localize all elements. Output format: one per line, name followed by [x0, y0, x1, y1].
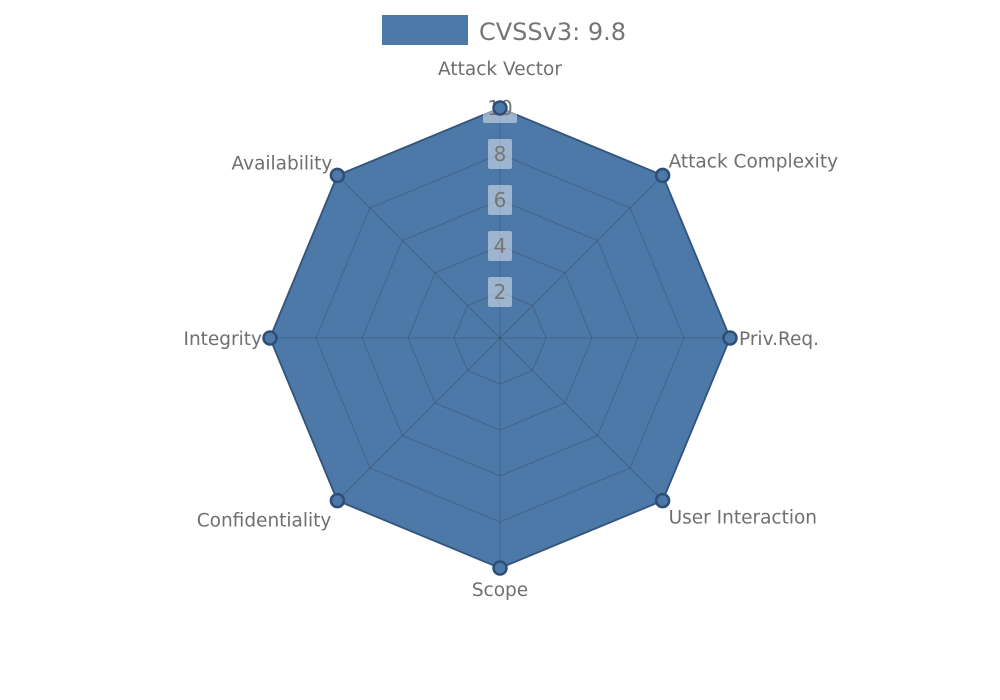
axis-label-integrity: Integrity: [183, 329, 262, 350]
axis-label-confidentiality: Confidentiality: [197, 511, 332, 532]
axis-label-attack-vector: Attack Vector: [438, 59, 562, 80]
tick-label: 2: [494, 280, 507, 304]
radar-grid-ring: [453, 291, 547, 385]
tick-label-box: [488, 185, 512, 215]
tick-label-box: [488, 277, 512, 307]
radar-grid-ring: [407, 245, 593, 431]
radar-vertex-marker: [492, 560, 508, 576]
axis-label-scope: Scope: [472, 580, 528, 601]
axis-label-user-interaction: User Interaction: [669, 508, 817, 529]
tick-label-box: [488, 139, 512, 169]
tick-label: 8: [494, 142, 507, 166]
radar-grid-spoke: [337, 337, 501, 501]
legend-label: CVSSv3: 9.8: [479, 18, 626, 46]
radar-vertex-marker: [722, 330, 738, 346]
legend: CVSSv3: 9.8: [382, 15, 626, 46]
radial-tick: 4: [488, 231, 512, 261]
tick-label: 4: [494, 234, 507, 258]
radar-vertex-marker: [654, 167, 671, 184]
radar-vertex-marker: [654, 492, 671, 509]
radar-vertex-marker: [492, 100, 508, 116]
axis-label-attack-complexity: Attack Complexity: [669, 151, 838, 172]
radial-tick: 8: [488, 139, 512, 169]
radar-grid-spoke: [337, 175, 501, 339]
radar-grid-ring: [315, 153, 685, 523]
radar-grid-spoke: [499, 337, 663, 501]
axis-label-priv-req: Priv.Req.: [739, 329, 819, 350]
radar-vertex-marker: [329, 492, 346, 509]
radial-tick: 2: [488, 277, 512, 307]
radial-tick: 6: [488, 185, 512, 215]
radar-chart-body: 2 4 6 8 10 Attack Vector Attack Complexity Priv…: [183, 59, 838, 601]
tick-label-box: [488, 231, 512, 261]
tick-label: 6: [494, 188, 507, 212]
legend-swatch: [382, 15, 468, 45]
radial-tick: 10: [483, 93, 517, 123]
radar-vertex-marker: [262, 330, 278, 346]
radar-vertex-marker: [329, 167, 346, 184]
radar-grid-spoke: [499, 175, 663, 339]
radar-grid-ring: [361, 199, 639, 477]
axis-label-availability: Availability: [232, 153, 333, 174]
